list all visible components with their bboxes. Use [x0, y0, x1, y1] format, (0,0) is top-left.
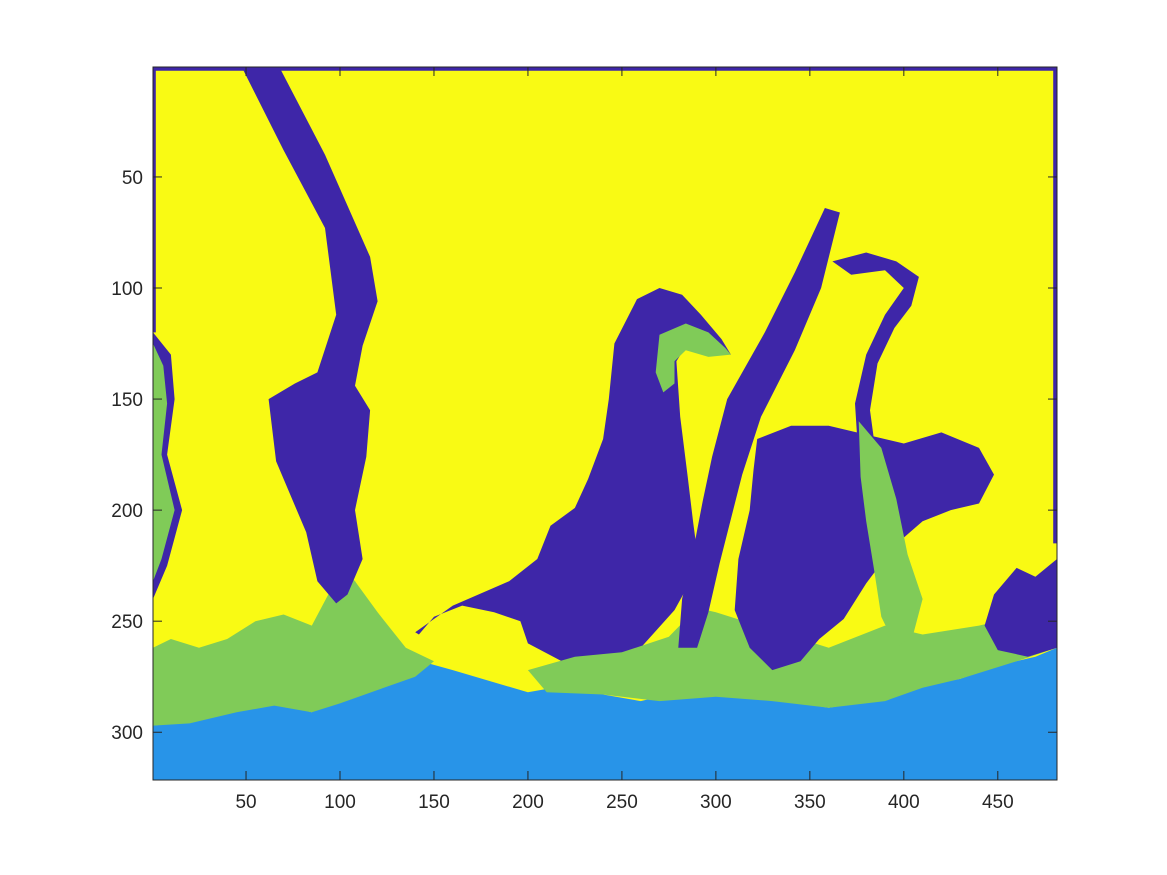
- y-tick-label: 250: [111, 612, 143, 633]
- cluster-region-right-border: [1053, 67, 1057, 544]
- x-tick-label: 200: [512, 792, 544, 813]
- x-tick-label: 300: [700, 792, 732, 813]
- cluster-region-right-plant-core: [858, 421, 923, 648]
- cluster-region-mid-plant-stem-outline: [678, 208, 840, 648]
- x-tick-label: 350: [794, 792, 826, 813]
- cluster-region-right-cluster: [734, 425, 994, 671]
- cluster-region-water-edge-left: [153, 565, 434, 726]
- x-tick-label: 150: [418, 792, 450, 813]
- axes-box: [152, 66, 1058, 781]
- y-tick-label: 300: [111, 723, 143, 744]
- x-tick-label: 400: [888, 792, 920, 813]
- cluster-region-left-plant-outline: [242, 68, 378, 604]
- y-axis-ticks: 50 100 150 200 250 300: [111, 168, 1057, 744]
- y-tick-label: 100: [111, 279, 143, 300]
- cluster-region-bird-body: [415, 288, 731, 662]
- cluster-region-beak: [655, 323, 731, 393]
- cluster-region-right-shoreline-plants: [984, 559, 1057, 657]
- x-tick-label: 50: [235, 792, 256, 813]
- y-tick-label: 150: [111, 390, 143, 411]
- x-axis-ticks: 50 100 150 200 250 300 350 400 450: [235, 67, 1014, 813]
- cluster-region-left-border: [153, 67, 156, 333]
- x-tick-label: 450: [982, 792, 1014, 813]
- x-tick-label: 250: [606, 792, 638, 813]
- y-tick-label: 50: [122, 168, 143, 189]
- cluster-region-branch-arc: [832, 252, 919, 555]
- cluster-region-left-edge-plant-core: [153, 343, 175, 582]
- x-tick-label: 100: [324, 792, 356, 813]
- segmentation-image: [153, 67, 1057, 780]
- y-tick-label: 200: [111, 501, 143, 522]
- cluster-region-top-border: [153, 67, 1057, 71]
